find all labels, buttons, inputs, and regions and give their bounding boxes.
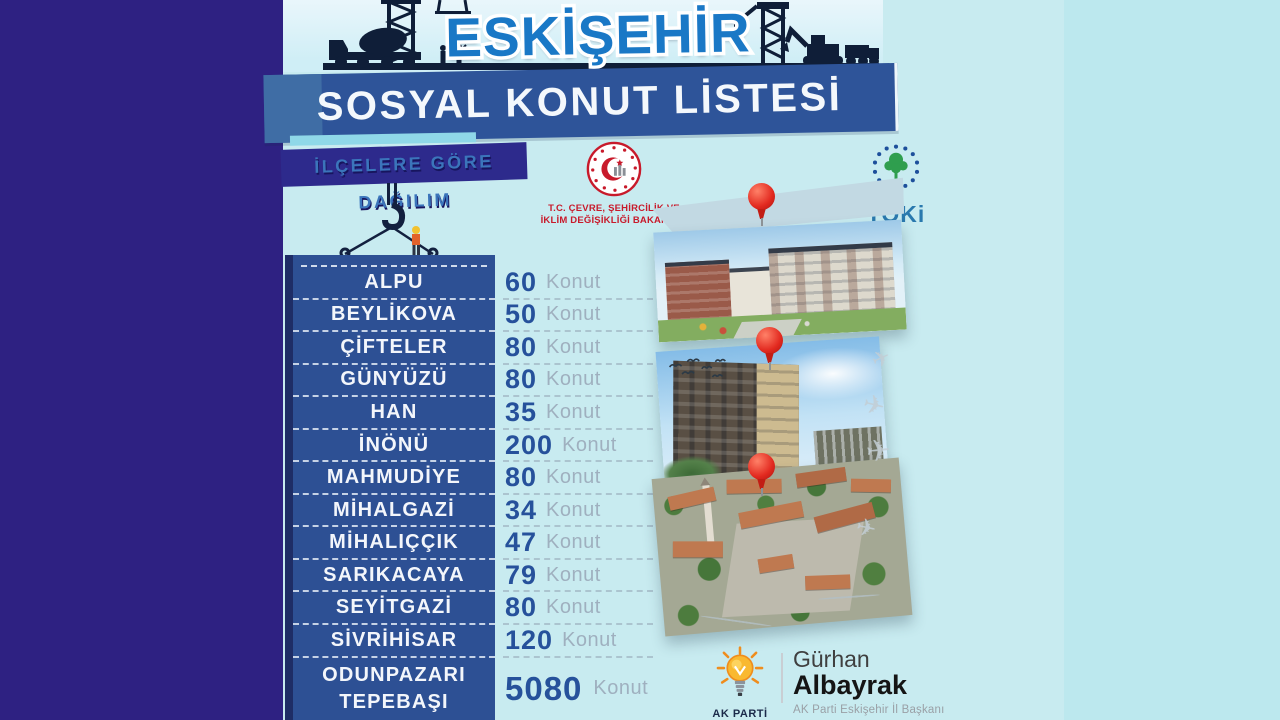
pushpin-icon <box>748 453 775 480</box>
district-row: ALPU <box>293 267 495 300</box>
count-row: 80 Konut <box>503 332 653 365</box>
count-unit: Konut <box>562 628 617 651</box>
count-unit: Konut <box>546 303 601 326</box>
count-value: 80 <box>505 331 538 362</box>
district-row: SEYİTGAZİ <box>293 592 495 626</box>
main-banner: SOSYAL KONUT LİSTESİ <box>263 62 899 144</box>
count-row: 47 Konut <box>503 527 653 560</box>
count-row: 200 Konut <box>503 430 653 463</box>
count-row: 79 Konut <box>503 560 653 593</box>
count-value: 80 <box>505 592 538 623</box>
lightbulb-icon <box>716 646 764 697</box>
left-background-band <box>0 0 283 720</box>
count-unit: Konut <box>546 531 601 554</box>
count-value: 80 <box>505 462 538 493</box>
official-signature: Gürhan Albayrak AK Parti Eskişehir İl Ba… <box>793 646 1013 717</box>
count-value: 34 <box>505 494 538 525</box>
district-row: MAHMUDİYE <box>293 462 495 495</box>
count-row: 80 Konut <box>503 462 653 495</box>
page-title: ESKİŞEHİR ESKİŞEHİR <box>397 0 798 72</box>
district-row: ÇİFTELER <box>293 332 495 365</box>
count-value: 80 <box>505 364 538 395</box>
count-row: 80 Konut <box>503 592 653 626</box>
person-last-name: Albayrak <box>793 670 908 700</box>
akparti-label: AK PARTİ <box>712 708 768 720</box>
count-value: 60 <box>505 266 538 297</box>
render-roof <box>795 467 847 489</box>
housing-render-photo-3 <box>651 457 913 637</box>
ministry-emblem-icon <box>586 141 642 197</box>
footer-divider <box>781 653 783 703</box>
district-row: MİHALGAZİ <box>293 495 495 528</box>
count-unit: Konut <box>546 335 601 358</box>
crane-hook-icon <box>339 183 439 256</box>
ministry-name-line1: T.C. ÇEVRE, ŞEHİRCİLİK VE <box>548 203 680 214</box>
render-building <box>768 242 896 317</box>
count-value: 120 <box>505 624 554 655</box>
count-unit: Konut <box>546 466 601 489</box>
akparti-logo: AK PARTİ <box>703 646 777 720</box>
district-name: TEPEBAŞI <box>339 690 449 713</box>
count-value: 47 <box>505 527 538 558</box>
district-row: MİHALIÇÇIK <box>293 527 495 560</box>
housing-counts-column: 60 Konut 50 Konut 80 Konut 80 Konut 35 Konut … <box>503 255 653 720</box>
count-value: 79 <box>505 559 538 590</box>
district-row: SARIKACAYA <box>293 560 495 593</box>
pushpin-icon <box>748 183 775 210</box>
sub-banner: İLÇELERE GÖRE DAĞILIM <box>280 142 528 212</box>
count-row: 50 Konut <box>503 299 653 333</box>
ministry-logo: T.C. ÇEVRE, ŞEHİRCİLİK VE İKLİM DEĞİŞİKL… <box>525 140 703 228</box>
district-row-combined: ODUNPAZARI TEPEBAŞI <box>293 658 495 720</box>
count-value: 50 <box>505 299 538 330</box>
housing-render-photo-2 <box>655 336 889 488</box>
count-row: 60 Konut <box>503 267 653 300</box>
render-roof <box>804 573 850 590</box>
ministry-name-line2: İKLİM DEĞİŞİKLİĞİ BAKANLIĞI <box>540 215 688 227</box>
plane-icon: ✈ <box>864 433 893 470</box>
render-building <box>729 266 772 319</box>
page-title-text: ESKİŞEHİR <box>444 1 752 69</box>
count-row: 120 Konut <box>503 625 653 658</box>
count-unit: Konut <box>593 677 649 700</box>
count-unit: Konut <box>546 400 601 423</box>
count-unit: Konut <box>546 270 601 293</box>
district-name: ODUNPAZARI <box>322 663 466 686</box>
render-roof <box>726 479 782 495</box>
count-value: 200 <box>505 429 554 460</box>
count-unit: Konut <box>546 368 601 391</box>
person-title: AK Parti Eskişehir İl Başkanı <box>793 704 945 716</box>
count-row-combined: 5080 Konut <box>503 658 653 720</box>
count-row: 80 Konut <box>503 364 653 398</box>
district-row: SİVRİHİSAR <box>293 625 495 658</box>
district-row: GÜNYÜZÜ <box>293 365 495 398</box>
render-building <box>664 259 733 323</box>
birds-icon <box>669 358 727 378</box>
district-row: BEYLİKOVA <box>293 300 495 333</box>
district-row: HAN <box>293 397 495 430</box>
worker-icon <box>412 226 420 255</box>
housing-render-photo-1 <box>653 219 907 343</box>
person-first-name: Gürhan <box>793 646 870 672</box>
count-unit: Konut <box>546 596 601 619</box>
count-row: 35 Konut <box>503 397 653 430</box>
count-unit: Konut <box>562 433 617 456</box>
count-row: 34 Konut <box>503 495 653 528</box>
district-row: İNÖNÜ <box>293 430 495 463</box>
district-list-panel: ALPU BEYLİKOVA ÇİFTELER GÜNYÜZÜ HAN İNÖN… <box>285 255 495 720</box>
count-unit: Konut <box>546 498 601 521</box>
banner-title: SOSYAL KONUT LİSTESİ <box>316 74 843 130</box>
right-background-band <box>1064 0 1280 720</box>
panel-top-dash <box>301 265 487 267</box>
count-value: 35 <box>505 396 538 427</box>
count-unit: Konut <box>546 563 601 586</box>
render-roof <box>851 478 892 492</box>
render-roof <box>672 541 723 558</box>
pushpin-icon <box>756 327 783 354</box>
count-value: 5080 <box>505 669 583 707</box>
